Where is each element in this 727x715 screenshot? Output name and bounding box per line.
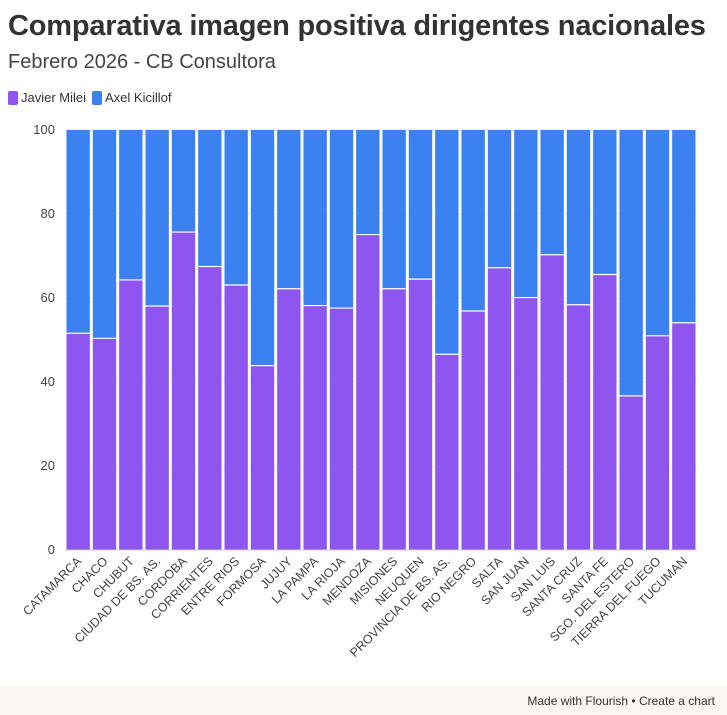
bar-milei-1 [92,338,117,550]
bar-kicillof-5 [198,130,222,267]
bar-kicillof-12 [382,130,406,289]
bar-milei-16 [487,267,512,550]
bar-milei-11 [356,234,380,550]
bar-kicillof-6 [224,130,248,285]
bar-milei-9 [303,305,327,550]
legend-label-kicillof: Axel Kicillof [105,90,172,105]
bar-milei-6 [224,284,248,550]
y-tick-label-60: 60 [41,290,55,305]
legend-swatch-milei [8,90,18,105]
bar-milei-19 [566,304,591,550]
y-tick-label-80: 80 [41,206,55,221]
bar-kicillof-13 [408,130,433,280]
y-tick-label-40: 40 [41,374,55,389]
bar-kicillof-15 [461,130,485,312]
legend-item-milei[interactable]: Javier Milei [8,90,86,105]
footer-bar: Made with Flourish • Create a chart [0,686,727,715]
bar-milei-21 [619,395,643,550]
bar-kicillof-2 [119,130,143,280]
bar-kicillof-10 [329,130,354,309]
bar-milei-20 [593,274,617,550]
bar-milei-18 [540,254,564,551]
bar-milei-10 [329,308,354,550]
bar-milei-23 [672,322,696,550]
bar-kicillof-4 [171,130,196,233]
bar-milei-5 [198,266,222,550]
bar-milei-2 [119,279,143,550]
y-tick-label-100: 100 [33,122,55,137]
legend-item-kicillof[interactable]: Axel Kicillof [92,90,171,105]
bar-kicillof-16 [487,130,512,268]
bar-milei-7 [250,365,275,550]
bar-milei-13 [408,279,433,550]
bar-kicillof-14 [435,130,459,355]
legend-label-milei: Javier Milei [21,90,87,105]
bar-milei-4 [171,232,196,550]
y-tick-label-0: 0 [48,542,55,557]
bar-milei-3 [145,305,169,550]
bar-kicillof-22 [645,130,670,336]
y-tick-label-20: 20 [41,458,55,473]
bar-kicillof-17 [514,130,538,298]
bar-kicillof-18 [540,130,564,255]
bar-kicillof-0 [66,130,90,334]
bar-milei-14 [435,354,459,550]
bar-milei-15 [461,311,485,550]
bar-milei-8 [277,288,301,550]
bar-kicillof-1 [92,130,117,339]
bar-kicillof-9 [303,130,327,306]
bar-milei-17 [514,297,538,550]
bar-milei-22 [645,335,670,550]
chart-subtitle: Febrero 2026 - CB Consultora [8,51,276,73]
bar-kicillof-11 [356,130,380,235]
bar-milei-12 [382,288,406,550]
bar-milei-0 [66,333,90,550]
bar-kicillof-8 [277,130,301,289]
flourish-credit-link[interactable]: Made with Flourish • Create a chart [527,694,715,708]
bar-kicillof-3 [145,130,169,306]
legend: Javier Milei Axel Kicillof [8,90,177,105]
bar-kicillof-20 [593,130,617,275]
bar-kicillof-19 [566,130,591,305]
chart-title: Comparativa imagen positiva dirigentes n… [8,10,706,42]
legend-swatch-kicillof [92,90,103,105]
bar-kicillof-21 [619,130,643,396]
bar-kicillof-7 [250,130,275,366]
bar-kicillof-23 [672,130,696,323]
